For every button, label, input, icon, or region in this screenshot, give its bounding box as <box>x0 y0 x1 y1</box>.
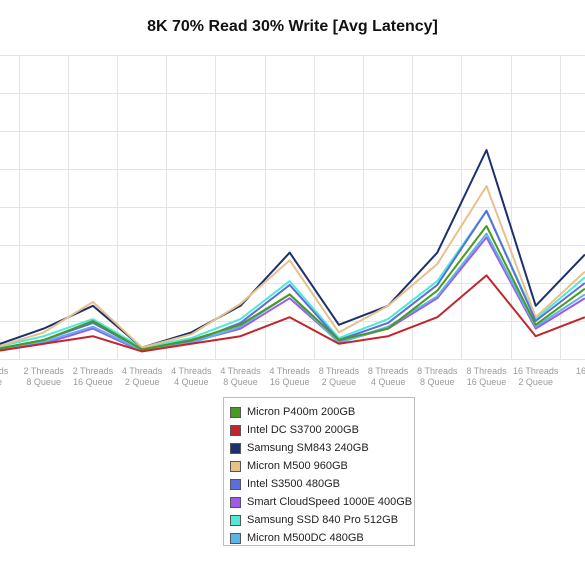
series-line-7 <box>0 232 585 352</box>
legend-item: Micron M500 960GB <box>230 457 414 475</box>
legend-swatch <box>230 460 241 472</box>
legend-label: Micron P400m 200GB <box>247 406 356 418</box>
x-tick-label: 16 Queue <box>73 377 113 387</box>
x-tick-label: hreads <box>0 366 9 376</box>
chart-title: 8K 70% Read 30% Write [Avg Latency] <box>147 18 438 35</box>
legend-swatch <box>230 406 241 418</box>
series-line-4 <box>0 209 585 351</box>
x-tick-label: 2 Threads <box>24 366 65 376</box>
legend-swatch <box>230 514 241 526</box>
series-line-1 <box>0 274 585 353</box>
chart-grid <box>0 55 585 360</box>
chart-legend: Micron P400m 200GB Intel DC S3700 200GB Sa… <box>223 397 415 546</box>
legend-item: Samsung SSD 840 Pro 512GB <box>230 511 414 529</box>
legend-swatch <box>230 496 241 508</box>
legend-label: Micron M500DC 480GB <box>247 532 364 544</box>
legend-swatch <box>230 532 241 544</box>
legend-label: Intel S3500 480GB <box>247 478 340 490</box>
x-tick-label: 8 Queue <box>223 377 258 387</box>
x-tick-label: 4 Threads <box>270 366 311 376</box>
series-lines <box>0 149 585 353</box>
x-tick-label: 16 Threads <box>513 366 559 376</box>
x-tick-label: 16 T <box>576 366 585 376</box>
x-tick-label: 4 Threads <box>171 366 212 376</box>
x-tick-label: 16 Queue <box>270 377 310 387</box>
legend-swatch <box>230 424 241 436</box>
series-line-6 <box>0 209 585 349</box>
x-tick-label: eue <box>0 377 2 387</box>
series-line-2 <box>0 149 585 349</box>
legend-item: Intel DC S3700 200GB <box>230 421 414 439</box>
legend-item: Smart CloudSpeed 1000E 400GB <box>230 493 414 511</box>
x-tick-label: 8 Threads <box>466 366 507 376</box>
x-tick-label: 4 Queue <box>174 377 209 387</box>
x-tick-label: 2 Queue <box>518 377 553 387</box>
legend-item: Micron M500DC 480GB <box>230 529 414 547</box>
legend-label: Smart CloudSpeed 1000E 400GB <box>247 496 413 508</box>
x-tick-label: 8 Threads <box>417 366 458 376</box>
x-tick-label: 8 Queue <box>420 377 455 387</box>
x-tick-label: 16 Queue <box>467 377 507 387</box>
legend-item: Micron P400m 200GB <box>230 403 414 421</box>
x-tick-label: 2 Threads <box>73 366 114 376</box>
legend-label: Samsung SSD 840 Pro 512GB <box>247 514 399 526</box>
legend-item: Samsung SM843 240GB <box>230 439 414 457</box>
series-line-5 <box>0 236 585 353</box>
series-line-0 <box>0 225 585 351</box>
legend-label: Micron M500 960GB <box>247 460 348 472</box>
legend-label: Samsung SM843 240GB <box>247 442 369 454</box>
legend-swatch <box>230 478 241 490</box>
x-tick-label: 2 Queue <box>322 377 357 387</box>
x-tick-label: 2 Queue <box>125 377 160 387</box>
x-tick-label: 8 Threads <box>319 366 360 376</box>
x-tick-label: 8 Threads <box>368 366 409 376</box>
x-tick-label: 8 Queue <box>26 377 61 387</box>
x-tick-label: 4 Threads <box>122 366 163 376</box>
series-line-3 <box>0 185 585 349</box>
legend-label: Intel DC S3700 200GB <box>247 424 359 436</box>
legend-swatch <box>230 442 241 454</box>
x-tick-label: 4 Threads <box>220 366 261 376</box>
x-tick-label: 4 Queue <box>371 377 406 387</box>
legend-item: Intel S3500 480GB <box>230 475 414 493</box>
